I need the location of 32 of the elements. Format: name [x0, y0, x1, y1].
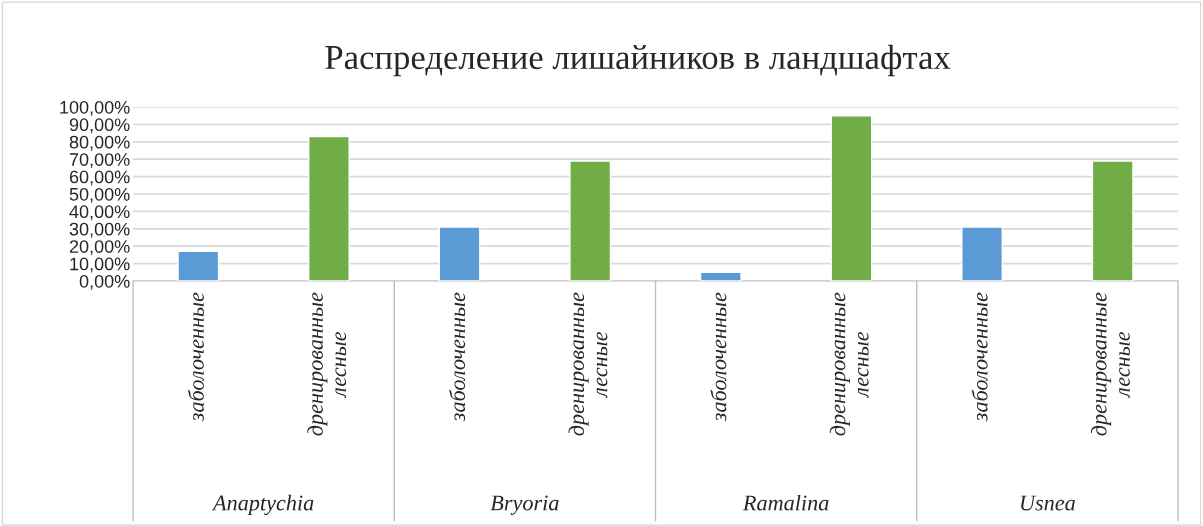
x-tick-label: дренированные лесные — [568, 292, 608, 436]
bar — [569, 160, 612, 281]
y-tick-label: 30,00% — [69, 222, 130, 238]
bar — [307, 135, 350, 281]
y-tick-label: 20,00% — [69, 240, 130, 256]
y-tick-label: 70,00% — [69, 153, 130, 169]
bar — [830, 115, 873, 281]
y-tick-label: 50,00% — [69, 187, 130, 203]
text: Ramalina — [742, 494, 829, 511]
text: Usnea — [1021, 495, 1075, 511]
chart-title: Распределение лишайников в ландшафтах — [325, 44, 951, 77]
x-tick-label: заболоченные — [449, 292, 466, 422]
bar — [1091, 160, 1134, 281]
bar — [438, 226, 481, 281]
y-tick-label: 40,00% — [69, 205, 130, 221]
y-tick-label: 60,00% — [69, 170, 130, 186]
x-tick-label: дренированные лесные — [1090, 292, 1130, 436]
bar — [961, 226, 1004, 281]
text: Bryoria — [490, 495, 559, 516]
y-tick-label: 80,00% — [69, 135, 130, 151]
text: Anaptychia — [211, 494, 314, 516]
x-tick-label: заболоченные — [971, 292, 988, 422]
x-tick-label: дренированные лесные — [829, 292, 869, 436]
y-tick-label: 100,00% — [60, 100, 130, 116]
x-tick-label: заболоченные — [187, 292, 204, 422]
bar — [177, 250, 220, 281]
y-tick-label: 90,00% — [69, 118, 130, 134]
x-tick-label: заболоченные — [710, 292, 727, 422]
bar — [699, 271, 742, 281]
x-tick-label: дренированные лесные — [307, 292, 347, 436]
y-tick-label: 10,00% — [70, 257, 130, 273]
y-tick-label: 0,00% — [79, 274, 130, 290]
